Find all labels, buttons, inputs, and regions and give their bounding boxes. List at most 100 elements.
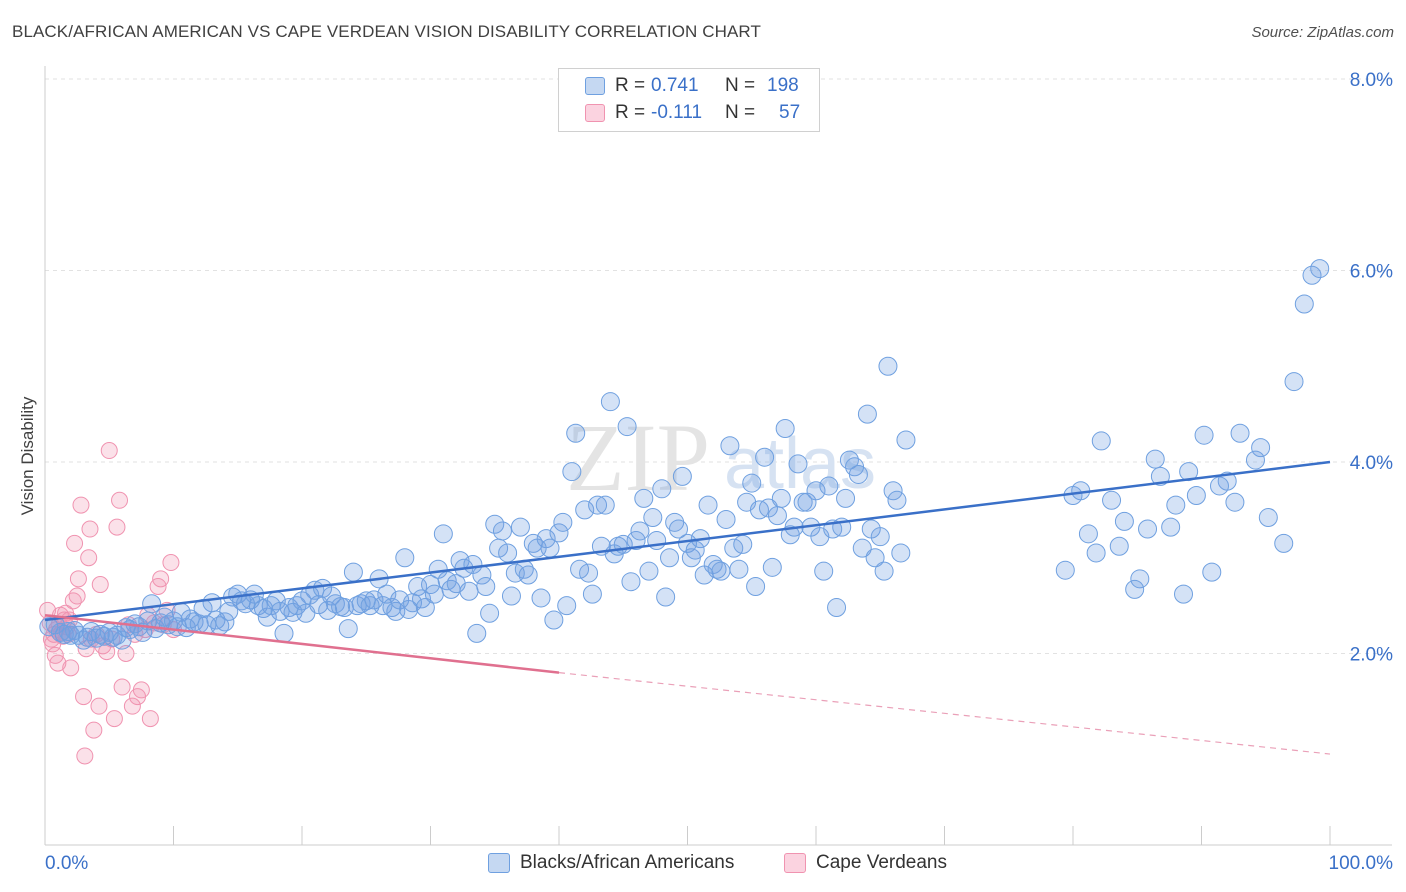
data-point-black-african-american <box>1225 492 1245 512</box>
data-point-black-african-american <box>720 436 740 456</box>
data-point-black-african-american <box>742 473 762 493</box>
x-tick-label: 0.0% <box>45 853 88 874</box>
data-point-black-african-american <box>382 598 402 618</box>
data-point-black-african-american <box>133 622 153 642</box>
data-point-black-african-american <box>544 610 564 630</box>
data-point-cape-verdean <box>81 520 99 538</box>
data-point-black-african-american <box>343 562 363 582</box>
data-point-cape-verdean <box>113 678 131 696</box>
chart-source: Source: ZipAtlas.com <box>1251 24 1394 41</box>
data-point-black-african-american <box>575 500 595 520</box>
data-point-black-african-american <box>887 490 907 510</box>
data-point-cape-verdean <box>111 491 129 509</box>
data-point-cape-verdean <box>100 442 118 460</box>
data-point-cape-verdean <box>123 697 141 715</box>
data-point-black-african-american <box>1174 584 1194 604</box>
data-point-black-african-american <box>1109 536 1129 556</box>
data-point-black-african-american <box>626 531 646 551</box>
legend-n-label: N = <box>725 102 756 123</box>
data-point-black-african-american <box>274 623 294 643</box>
data-point-black-african-american <box>755 447 775 467</box>
data-point-black-african-american <box>883 481 903 501</box>
data-point-cape-verdean <box>105 710 123 728</box>
legend-swatch-pink <box>585 104 605 122</box>
data-point-black-african-american <box>1302 265 1322 285</box>
legend-r-value: -0.111 <box>651 102 703 123</box>
data-point-black-african-american <box>549 523 569 543</box>
data-point-cape-verdean <box>162 554 180 572</box>
data-point-black-african-american <box>395 548 415 568</box>
data-point-black-african-american <box>656 587 676 607</box>
data-point-cape-verdean <box>62 659 80 677</box>
data-point-black-african-american <box>729 559 749 579</box>
data-point-black-african-american <box>480 603 500 623</box>
data-point-black-african-american <box>660 548 680 568</box>
data-point-black-african-american <box>771 488 791 508</box>
x-tick-label: 100.0% <box>1329 853 1394 874</box>
legend-n-label: N = <box>725 75 756 96</box>
data-point-black-african-american <box>112 630 132 650</box>
data-point-black-african-american <box>588 495 608 515</box>
data-point-black-african-american <box>424 584 444 604</box>
data-point-black-african-american <box>1125 579 1145 599</box>
data-point-black-african-american <box>180 609 200 629</box>
data-point-black-african-american <box>39 617 59 637</box>
legend-r-label: R = <box>615 75 646 96</box>
data-point-black-african-american <box>1245 450 1265 470</box>
data-point-black-african-american <box>498 543 518 563</box>
data-point-black-african-american <box>518 565 538 585</box>
data-point-black-african-american <box>415 598 435 618</box>
data-point-cape-verdean <box>152 570 170 588</box>
data-point-black-african-american <box>1145 449 1165 469</box>
data-point-black-african-american <box>630 521 650 541</box>
data-point-black-african-american <box>827 598 847 618</box>
data-point-black-african-american <box>485 514 505 534</box>
trend-line-cape-verdeans <box>44 613 560 674</box>
data-point-black-african-american <box>318 600 338 620</box>
data-point-black-african-american <box>814 561 834 581</box>
data-point-black-african-american <box>531 588 551 608</box>
data-point-black-african-american <box>839 450 859 470</box>
data-point-black-african-american <box>1086 543 1106 563</box>
data-point-black-african-american <box>716 509 736 529</box>
legend-row-blacks: R = 0.741 N = 198 <box>585 73 799 99</box>
axes <box>44 66 1392 846</box>
bottom-legend-label-cape-verdeans: Cape Verdeans <box>816 852 947 873</box>
watermark-zip: ZIP <box>566 404 710 511</box>
data-point-black-african-american <box>698 495 718 515</box>
data-point-black-african-american <box>1209 476 1229 496</box>
data-point-black-african-american <box>669 519 689 539</box>
data-point-black-african-american <box>1161 517 1181 537</box>
data-point-black-african-american <box>600 392 620 412</box>
data-point-black-african-american <box>891 543 911 563</box>
data-point-black-african-american <box>476 576 496 596</box>
data-point-black-african-american <box>865 548 885 568</box>
data-point-cape-verdean <box>91 576 109 594</box>
bottom-legend-label-blacks: Blacks/African Americans <box>520 852 735 873</box>
data-point-black-african-american <box>857 404 877 424</box>
data-point-black-african-american <box>54 624 74 644</box>
data-point-black-african-american <box>364 590 384 610</box>
data-point-black-african-american <box>874 561 894 581</box>
data-point-cape-verdean <box>141 710 159 728</box>
data-point-cape-verdean <box>49 654 67 672</box>
data-point-black-african-american <box>257 607 277 627</box>
data-point-black-african-american <box>767 506 787 526</box>
data-point-black-african-american <box>510 517 530 537</box>
data-point-black-african-american <box>553 512 573 532</box>
tick-labels: 2.0% 4.0% 6.0% 8.0% 0.0% 100.0% <box>45 70 1393 874</box>
data-point-black-african-american <box>219 601 239 621</box>
data-point-black-african-american <box>652 479 672 499</box>
data-point-cape-verdean <box>72 496 90 514</box>
data-point-black-african-american <box>1166 495 1186 515</box>
data-point-black-african-american <box>1294 294 1314 314</box>
legend-n-value: 198 <box>767 75 799 96</box>
y-tick-label: 2.0% <box>1350 645 1393 666</box>
data-point-cape-verdean <box>69 570 87 588</box>
data-point-black-african-american <box>215 612 235 632</box>
legend-r-label: R = <box>615 102 646 123</box>
legend: R = 0.741 N = 198 R = -0.111 N = 57 <box>558 68 820 132</box>
data-point-black-african-american <box>870 527 890 547</box>
trend-lines <box>44 460 1331 755</box>
